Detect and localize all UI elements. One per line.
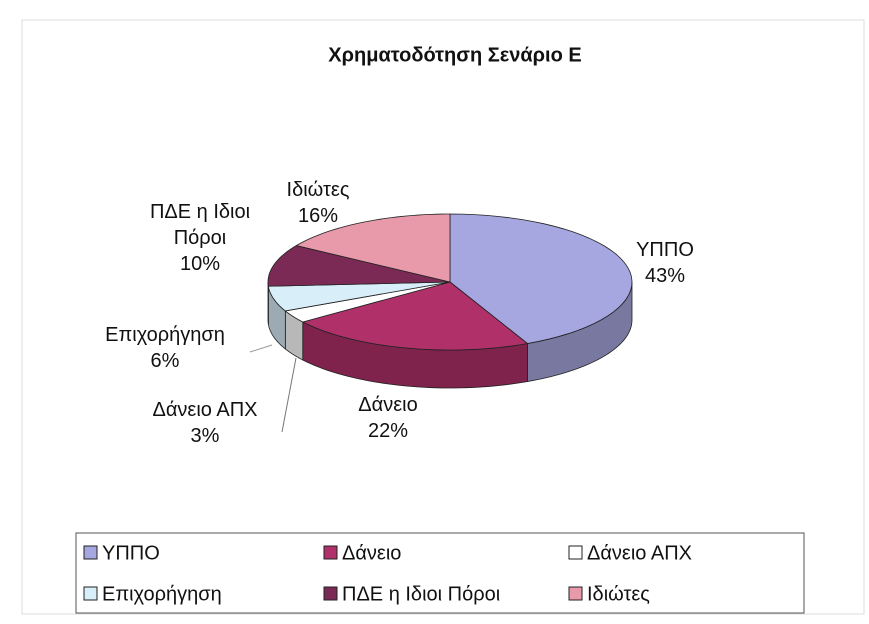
chart-frame — [21, 19, 865, 615]
leader-line — [281, 357, 297, 433]
legend-box — [75, 532, 805, 614]
legend-label: ΥΠΠΟ — [102, 542, 160, 564]
data-label: 10% — [179, 253, 221, 275]
data-label-name: Δάνειο — [358, 394, 418, 416]
slice — [284, 281, 451, 323]
slice — [449, 213, 633, 344]
legend-swatch — [83, 545, 98, 560]
legend-swatch — [568, 586, 583, 601]
data-label: 43% — [644, 265, 686, 287]
slice — [267, 245, 451, 287]
data-label-name: ΠΔΕ η Ιδιοι Πόροι — [149, 201, 251, 249]
data-label: 3% — [190, 425, 220, 447]
legend-label: Επιχορήγηση — [102, 583, 222, 605]
slice — [301, 281, 529, 351]
legend-swatch — [323, 545, 338, 560]
legend-label: Ιδιώτες — [587, 583, 650, 605]
data-label: 16% — [297, 205, 339, 227]
legend-label: Δάνειο — [342, 542, 401, 564]
data-label-name: Ιδιώτες — [286, 179, 350, 201]
slice — [295, 213, 451, 283]
data-label-name: Δάνειο ΑΠΧ — [152, 399, 258, 421]
legend-swatch — [568, 545, 583, 560]
legend-label: ΠΔΕ η Ιδιοι Πόροι — [342, 583, 500, 605]
legend-label: Δάνειο ΑΠΧ — [587, 542, 692, 564]
chart-title: Χρηματοδότηση Σενάριο Ε — [328, 44, 581, 66]
data-label: 6% — [150, 350, 180, 372]
slice — [267, 281, 451, 312]
data-label-name: ΥΠΠΟ — [636, 239, 694, 261]
legend-swatch — [83, 586, 98, 601]
leader-line — [249, 344, 273, 353]
data-label: 22% — [367, 420, 409, 442]
legend-swatch — [323, 586, 338, 601]
data-label-name: Επιχορήγηση — [105, 324, 225, 346]
